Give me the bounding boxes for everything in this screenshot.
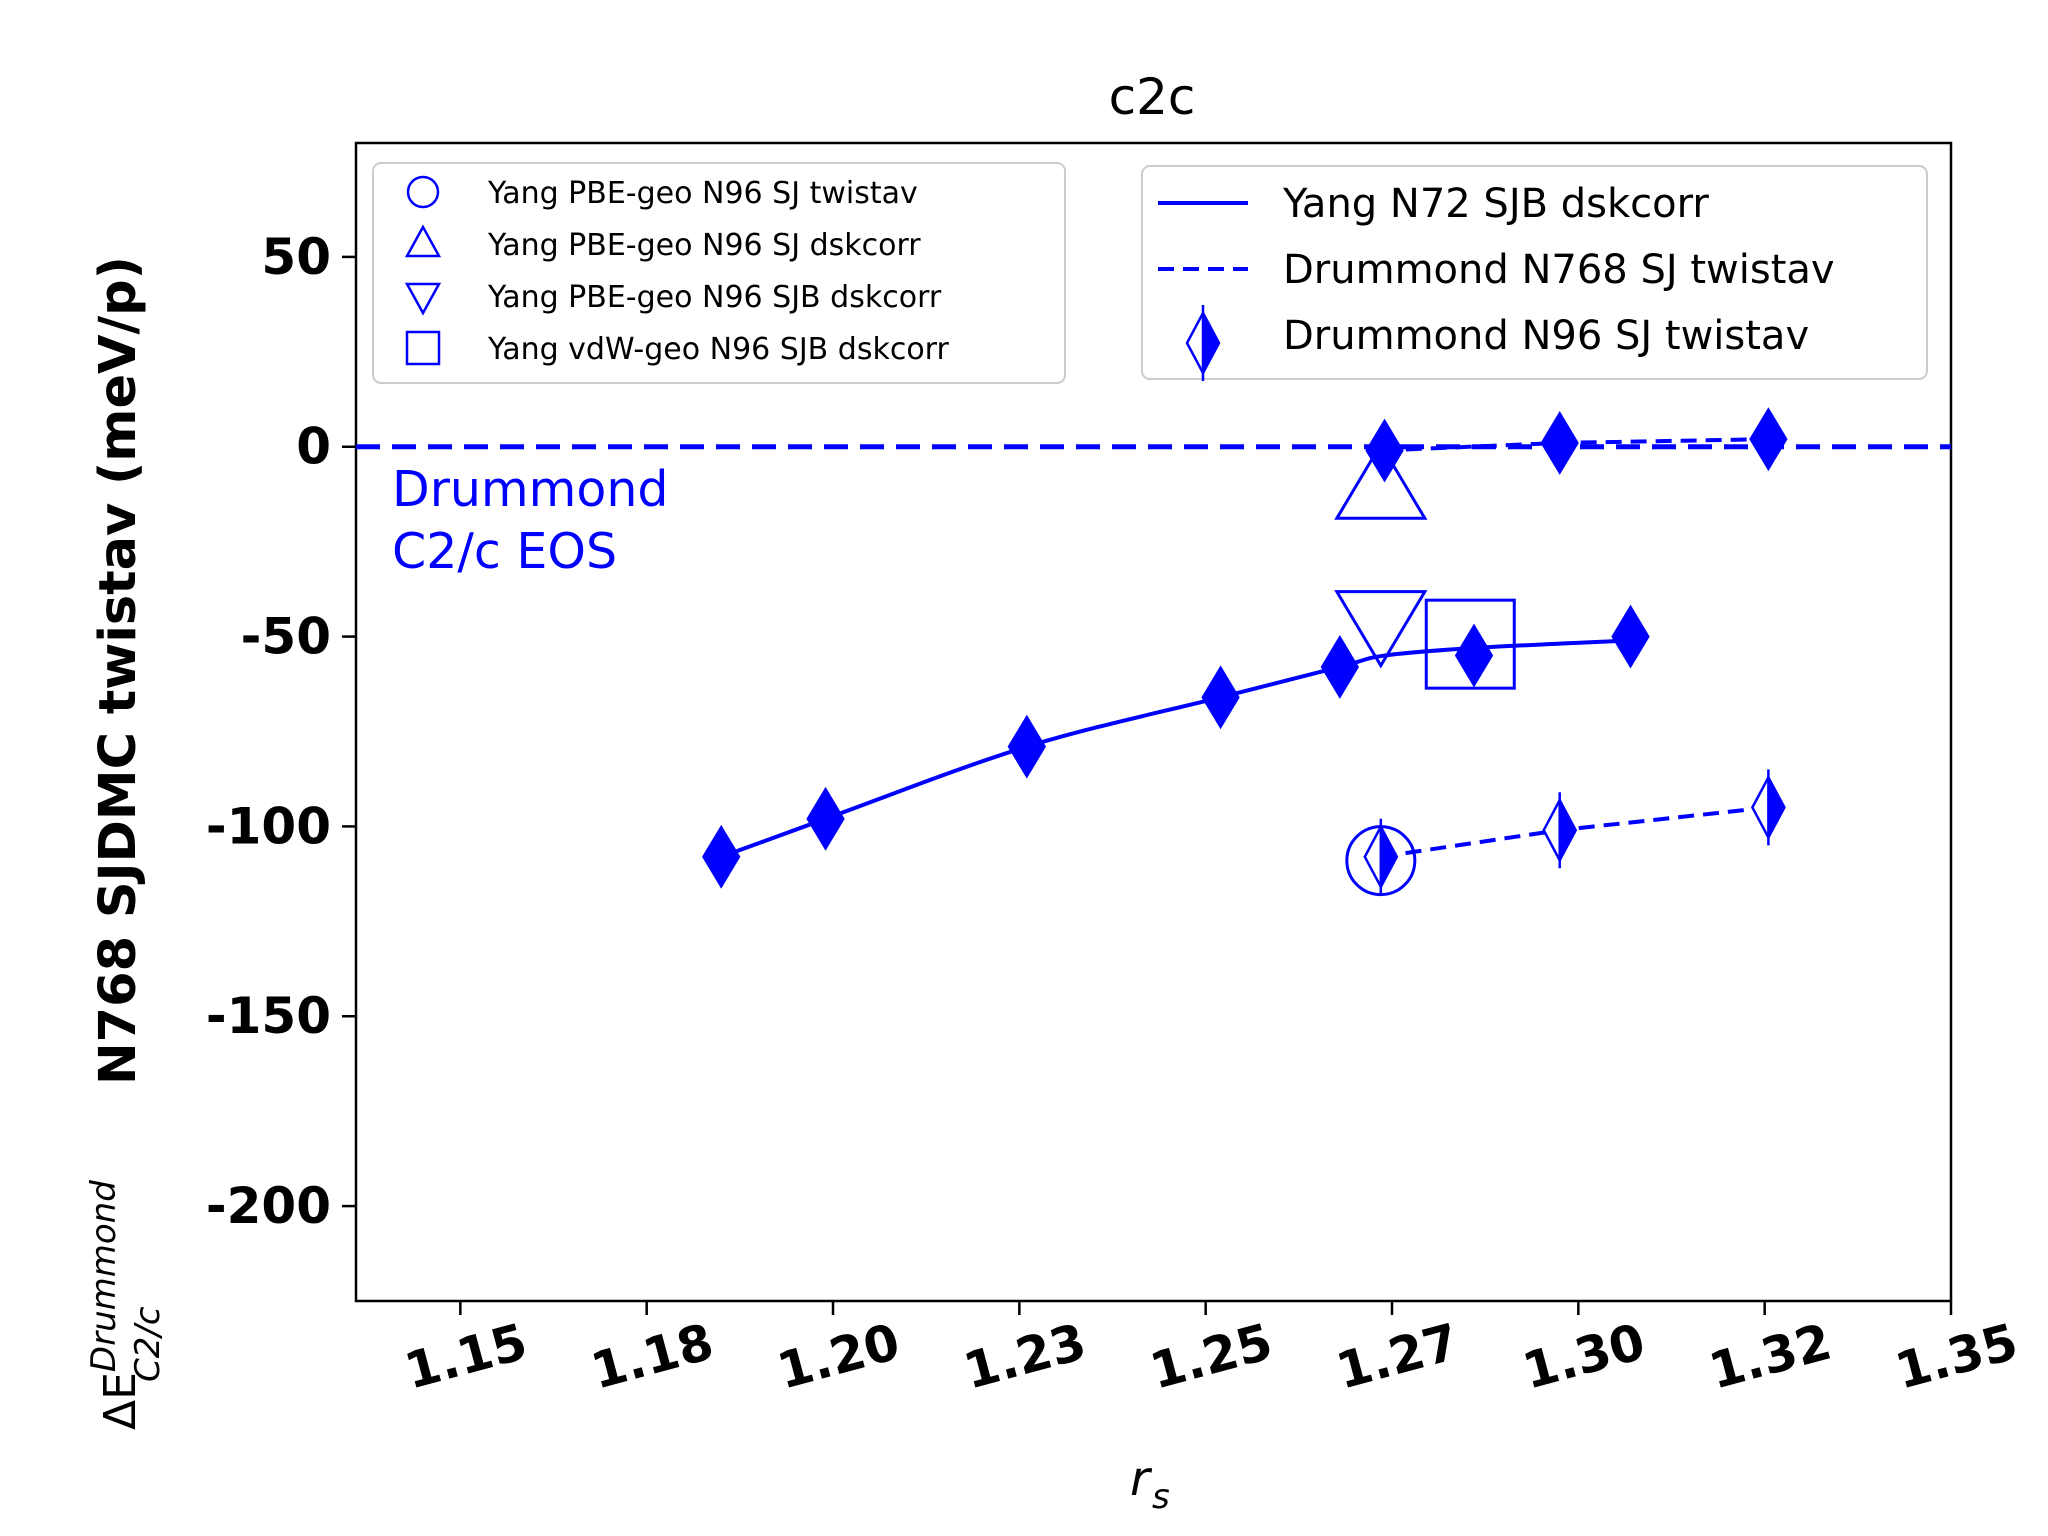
x-axis-label-r: r [1130, 1451, 1153, 1507]
legend-marker-circle [406, 175, 440, 209]
legend-left-entry: Yang vdW-geo N96 SJB dskcorr [405, 330, 949, 367]
data-point-diamond [1454, 623, 1494, 688]
legend-right-entry: Drummond N96 SJ twistav [1185, 305, 1809, 381]
y-axis-label-text: N768 SJDMC twistav (meV/p) [89, 256, 148, 1085]
diamond-fill-half [1380, 826, 1397, 887]
legend-left-entry: Yang PBE-geo N96 SJB dskcorr [404, 280, 942, 316]
data-point-diamond [1749, 407, 1788, 472]
y-tick-label: -200 [206, 1177, 331, 1235]
legend-right-box [1141, 165, 1928, 380]
y-tick-label: 0 [296, 418, 331, 476]
data-point-diamond [806, 786, 845, 851]
diamond-fill-half [1559, 800, 1576, 861]
legend-marker-triangle-down [404, 282, 442, 316]
legend-right: Yang N72 SJB dskcorr Drummond N768 SJ twi… [1141, 165, 1928, 381]
x-tick-label: 1.35 [1890, 1313, 2024, 1401]
x-tick-label: 1.15 [399, 1313, 533, 1401]
data-point-diamond [1611, 604, 1650, 669]
legend-label: Yang PBE-geo N96 SJ twistav [487, 176, 918, 211]
legend-left-entry: Yang PBE-geo N96 SJ twistav [406, 175, 918, 211]
legend-label: Yang vdW-geo N96 SJB dskcorr [487, 332, 949, 367]
legend-label: Yang N72 SJB dskcorr [1282, 181, 1709, 227]
data-point-diamond-half [1363, 818, 1399, 895]
eos-annotation: Drummond C2/c EOS [392, 461, 669, 580]
legend-right-entry: Yang N72 SJB dskcorr [1158, 181, 1709, 227]
data-point-triangle-up [1334, 441, 1428, 520]
x-tick-label: 1.32 [1703, 1313, 1837, 1401]
y-axis-label-prefix: ΔE [95, 1372, 146, 1430]
x-tick-label: 1.20 [772, 1313, 906, 1401]
x-tick-label: 1.23 [958, 1313, 1092, 1401]
x-axis-ticks: 1.15 1.18 1.20 1.23 1.25 1.27 1.30 1.32 1.35 [399, 1301, 2024, 1401]
svg-text:ΔEDrummond: ΔEDrummond [84, 1180, 146, 1430]
legend-left: Yang PBE-geo N96 SJ twistav Yang PBE-geo … [372, 162, 1066, 384]
y-axis-ticks: 50 0 -50 -100 -150 -200 [206, 228, 356, 1235]
data-point-circle [1345, 825, 1417, 897]
diamond-fill-half [1203, 313, 1219, 373]
data-point-diamond [1540, 410, 1579, 475]
legend-marker-diamond-half [1185, 305, 1221, 381]
legend-left-entry: Yang PBE-geo N96 SJ dskcorr [404, 224, 921, 263]
legend-label: Yang PBE-geo N96 SJ dskcorr [487, 228, 921, 263]
data-point-diamond [1007, 714, 1046, 779]
legend-label: Yang PBE-geo N96 SJB dskcorr [487, 280, 942, 315]
data-point-diamond-half [1542, 792, 1578, 869]
legend-marker-triangle-up [404, 224, 442, 258]
data-point-square [1424, 598, 1516, 690]
data-point-diamond-half [1750, 769, 1786, 846]
x-tick-label: 1.27 [1331, 1313, 1465, 1401]
y-tick-label: 50 [261, 228, 331, 286]
y-tick-label: -50 [241, 608, 331, 666]
data-point-diamond [1320, 635, 1359, 699]
data-point-triangle-down [1334, 590, 1428, 669]
diamond-fill-half [1768, 777, 1785, 838]
legend-label: Drummond N768 SJ twistav [1283, 247, 1835, 293]
data-point-diamond [1201, 665, 1240, 730]
plot-area [356, 407, 1951, 897]
x-axis-label-sub: s [1152, 1477, 1170, 1517]
legend-left-box [372, 162, 1066, 384]
legend-marker-square [405, 330, 441, 366]
x-tick-label: 1.25 [1144, 1313, 1278, 1401]
x-tick-label: 1.30 [1517, 1313, 1651, 1401]
y-tick-label: -150 [206, 987, 331, 1045]
y-axis-label-superscript: Drummond [84, 1180, 124, 1372]
legend-label: Drummond N96 SJ twistav [1283, 313, 1809, 359]
x-tick-label: 1.18 [585, 1313, 719, 1401]
chart-title: c2c [1109, 68, 1196, 126]
annotation-line-1: Drummond [392, 461, 669, 518]
legend-right-entry: Drummond N768 SJ twistav [1158, 247, 1835, 293]
series-line-solid [720, 638, 1631, 859]
x-axis-label: r s [1130, 1451, 1170, 1517]
data-point-diamond [702, 824, 741, 889]
y-axis-label-subscript: C2/c [128, 1306, 168, 1382]
y-axis-label: ΔEDrummond C2/c N768 SJDMC twistav (meV/… [84, 256, 168, 1430]
y-tick-label: -100 [206, 797, 331, 855]
annotation-line-2: C2/c EOS [392, 523, 617, 580]
plot-frame [354, 141, 1953, 1303]
